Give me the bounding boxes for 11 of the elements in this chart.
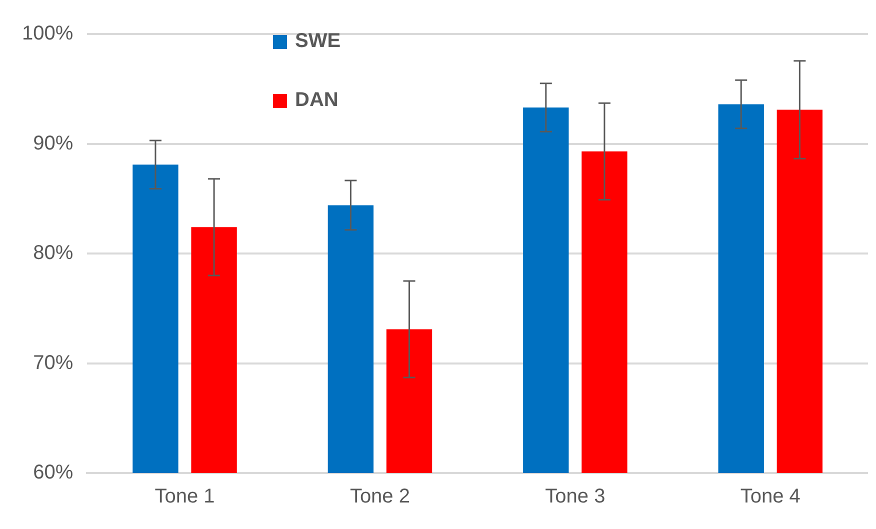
x-tick-label: Tone 1 xyxy=(154,486,215,508)
x-tick-label: Tone 4 xyxy=(740,486,800,508)
y-tick-label: 90% xyxy=(33,132,74,154)
legend-label: SWE xyxy=(295,30,341,53)
y-tick-label: 100% xyxy=(22,22,74,45)
x-tick-label: Tone 2 xyxy=(350,486,410,508)
x-tick-label: Tone 3 xyxy=(545,486,606,508)
y-tick-label: 80% xyxy=(33,242,74,264)
y-tick-label: 70% xyxy=(33,352,74,374)
legend-label: DAN xyxy=(295,89,338,112)
y-tick-label: 60% xyxy=(33,462,74,484)
